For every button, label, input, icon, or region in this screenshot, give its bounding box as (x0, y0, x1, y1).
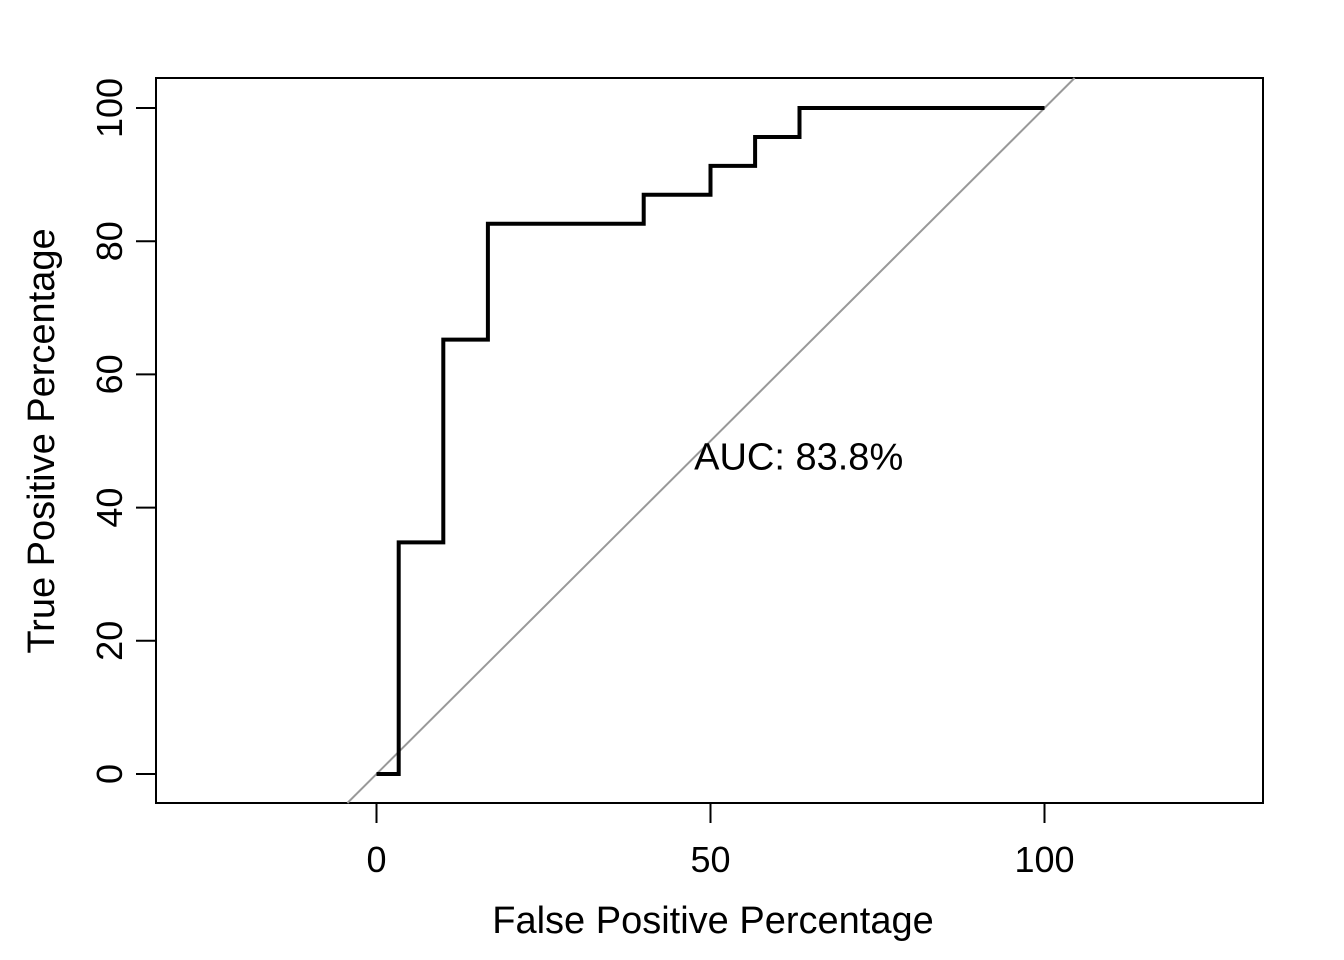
x-tick-label: 0 (366, 839, 386, 880)
auc-annotation: AUC: 83.8% (694, 436, 903, 478)
x-axis-ticks: 0 50 100 (366, 803, 1075, 880)
roc-curve (376, 106, 1045, 776)
x-tick-label: 100 (1014, 839, 1074, 880)
y-axis-label: True Positive Percentage (21, 228, 63, 653)
y-tick-label: 20 (89, 621, 130, 661)
chance-diagonal-line (346, 77, 1076, 804)
y-tick-label: 80 (89, 221, 130, 261)
y-tick-label: 40 (89, 488, 130, 528)
y-tick-label: 0 (89, 764, 130, 784)
y-tick-label: 100 (89, 78, 130, 138)
x-axis-label: False Positive Percentage (492, 900, 933, 942)
y-tick-label: 60 (89, 354, 130, 394)
x-tick-label: 50 (690, 839, 730, 880)
y-axis-ticks: 0 20 40 60 80 100 (89, 78, 156, 784)
